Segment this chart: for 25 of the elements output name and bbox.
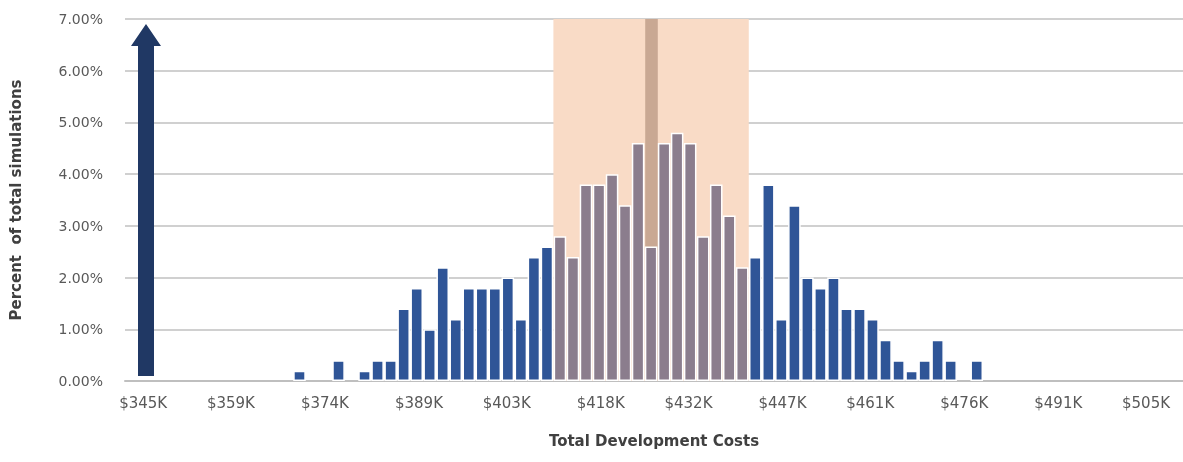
x-tick-label: $389K [394, 393, 445, 412]
x-tick-label: $447K [758, 393, 808, 412]
x-tick-label: $491K [1034, 393, 1084, 412]
y-tick-label: 6.00% [58, 62, 103, 79]
x-tick-label: $359K [206, 393, 257, 412]
x-tick-label: $374K [300, 393, 351, 412]
x-tick-label: $476K [940, 393, 990, 412]
x-tick-label: $403K [482, 393, 532, 412]
bar [970, 360, 984, 381]
x-tick-label: $505K [1122, 393, 1172, 412]
y-tick-label: 7.00% [58, 11, 103, 27]
y-tick-label: 4.00% [58, 166, 103, 183]
y-tick-label: 5.00% [58, 114, 103, 131]
x-tick-label: $432K [664, 393, 714, 412]
x-axis-title: Total Development Costs [548, 431, 760, 450]
bar [293, 370, 306, 381]
y-axis-title: Percent of total simulations [6, 79, 25, 321]
x-tick-label: $461K [846, 393, 896, 412]
bar [332, 360, 345, 381]
y-tick-label: 3.00% [58, 217, 103, 234]
x-tick-label: $345K [119, 393, 169, 412]
y-tick-label: 2.00% [58, 269, 103, 286]
y-tick-label: 0.00% [58, 373, 103, 389]
x-tick-label: $418K [576, 393, 626, 412]
y-tick-label: 1.00% [58, 321, 103, 338]
